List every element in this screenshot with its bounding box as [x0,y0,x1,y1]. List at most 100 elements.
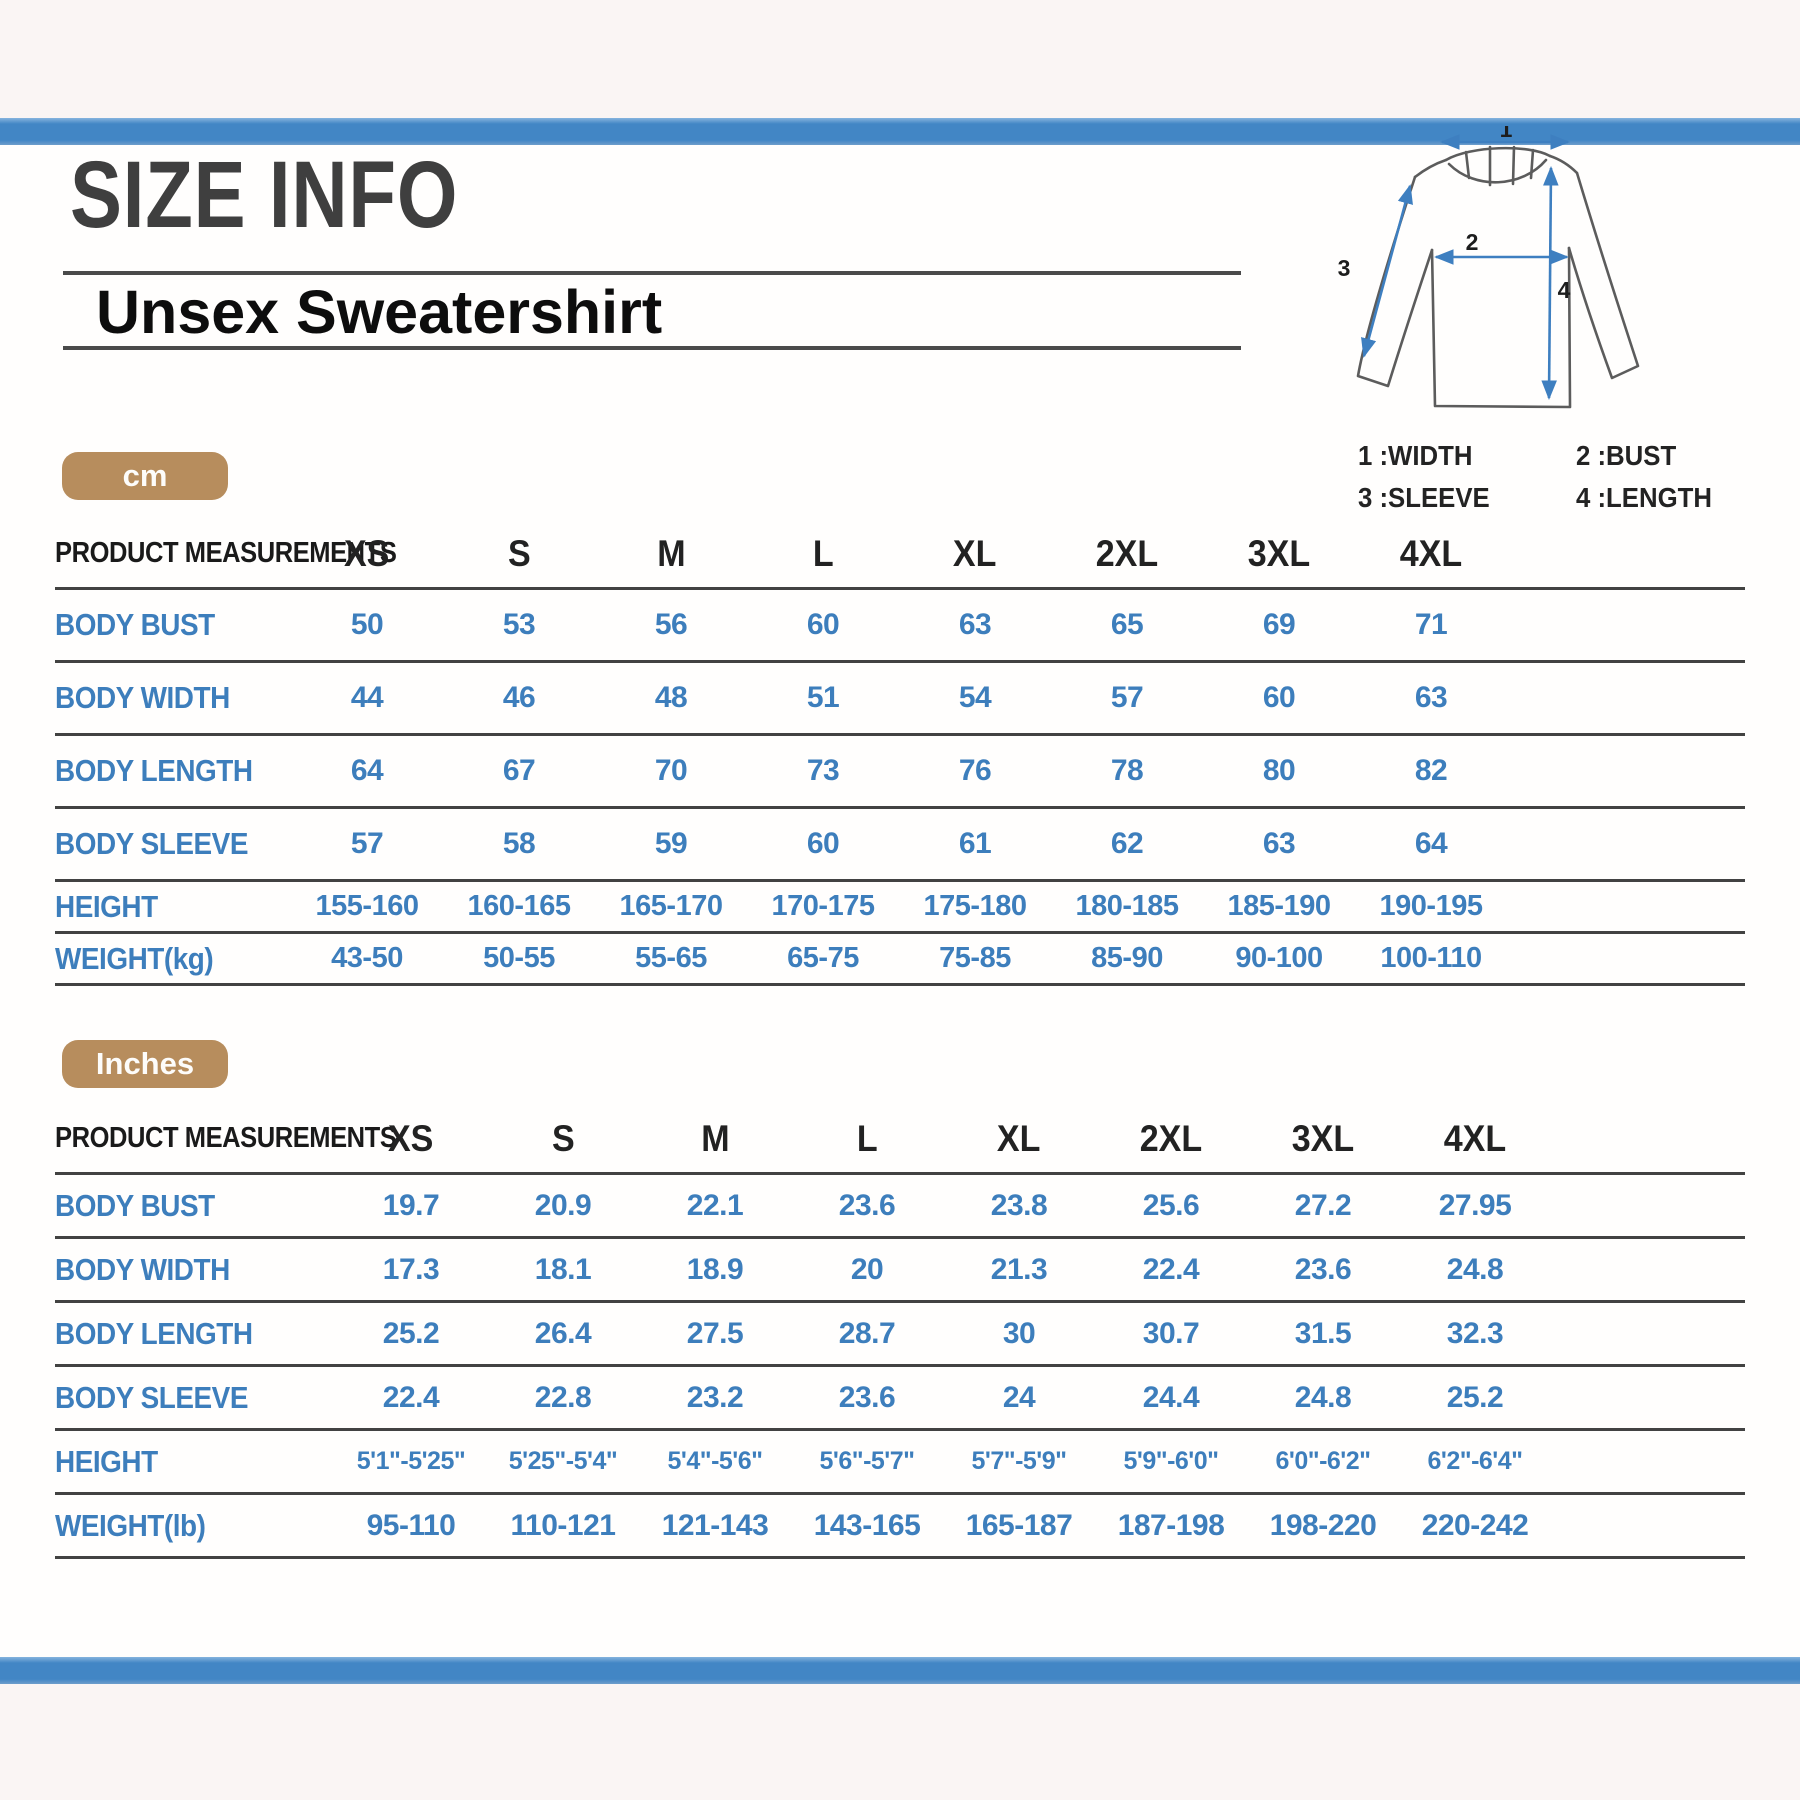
cell-value: 53 [502,608,536,641]
cell-value: 65-75 [787,942,859,974]
cell-value: 59 [654,827,688,860]
spacer [1507,736,1745,806]
legend-length: 4 :LENGTH [1576,482,1712,513]
cell-value: 5'25"-5'4" [508,1447,618,1475]
cell-value: 100-110 [1380,942,1482,974]
column-header-size: 3XL [1247,532,1311,574]
column-header-size: XL [953,532,997,574]
cell-value: 28.7 [838,1316,896,1350]
cell-value: 187-198 [1117,1508,1225,1542]
cell-value: 143-165 [813,1508,921,1542]
column-header-size: XS [344,532,390,574]
spacer [1507,934,1745,983]
cell-value: 58 [502,827,536,860]
table-row: HEIGHT 5'1"-5'25" 5'25"-5'4" 5'4"-5'6" 5'6"-… [55,1431,1745,1495]
cell-value: 110-121 [510,1508,616,1542]
column-header-measurements: PRODUCT MEASUREMENTS [55,537,397,569]
cell-value: 20 [850,1252,884,1286]
cell-value: 80 [1262,754,1296,787]
cell-value: 64 [350,754,384,787]
legend-bust: 2 :BUST [1576,440,1677,471]
table-row: BODY WIDTH 17.3 18.1 18.9 20 21.3 22.4 23.6 24.8 [55,1239,1745,1303]
column-header-size: S [551,1117,575,1159]
diagram-marker-2: 2 [1466,229,1479,255]
cell-value: 67 [502,754,536,787]
cell-value: 23.2 [686,1380,744,1414]
column-header-size: 3XL [1291,1117,1355,1159]
measurement-arrows [1361,134,1570,400]
spacer [1507,590,1745,660]
cell-value: 70 [654,754,688,787]
row-label: HEIGHT [55,888,158,924]
cell-value: 75-85 [939,942,1011,974]
cell-value: 54 [958,681,992,714]
cell-value: 31.5 [1294,1316,1352,1350]
page-title: SIZE INFO [70,142,459,248]
table-row: WEIGHT(kg) 43-50 50-55 55-65 65-75 75-85 85-90… [55,934,1745,986]
cell-value: 50 [350,608,384,641]
diagram-legend: 1 :WIDTH 2 :BUST 3 :SLEEVE 4 :LENGTH [1358,440,1724,514]
cell-value: 73 [806,754,840,787]
column-header-size: M [656,532,686,574]
cell-value: 220-242 [1421,1508,1529,1542]
column-header-size: XS [388,1117,434,1159]
cell-value: 24.4 [1142,1380,1200,1414]
cell-value: 48 [654,681,688,714]
cell-value: 20.9 [534,1188,592,1222]
row-label: WEIGHT(lb) [55,1507,206,1543]
row-label: BODY SLEEVE [55,826,248,861]
cell-value: 78 [1110,754,1144,787]
cell-value: 62 [1110,827,1144,860]
cell-value: 165-187 [965,1508,1073,1542]
cell-value: 24.8 [1446,1252,1504,1286]
cell-value: 18.1 [534,1252,592,1286]
cell-value: 22.1 [686,1188,744,1222]
table-row: BODY SLEEVE 57 58 59 60 61 62 63 64 [55,809,1745,882]
unit-badge-inches: Inches [62,1040,228,1088]
cell-value: 95-110 [366,1508,456,1542]
sleeve-arrow [1361,184,1413,358]
cell-value: 19.7 [382,1188,440,1222]
cell-value: 64 [1414,827,1448,860]
table-header-row: PRODUCT MEASUREMENTS XS S M L XL 2XL 3XL 4XL [55,520,1745,590]
row-label: BODY BUST [55,607,215,642]
cell-value: 24.8 [1294,1380,1352,1414]
cell-value: 27.95 [1438,1188,1512,1222]
table-header-row: PRODUCT MEASUREMENTS XS S M L XL 2XL 3XL 4XL [55,1105,1745,1175]
cell-value: 160-165 [467,890,571,922]
cell-value: 21.3 [990,1252,1048,1286]
column-header-size: L [856,1117,878,1159]
cell-value: 5'1"-5'25" [356,1447,466,1475]
cell-value: 170-175 [771,890,875,922]
table-row: HEIGHT 155-160 160-165 165-170 170-175 175-18… [55,882,1745,934]
spacer [1551,1239,1745,1300]
cell-value: 190-195 [1379,890,1483,922]
cell-value: 24 [1002,1380,1036,1414]
column-header-size: L [812,532,834,574]
cell-value: 69 [1262,608,1296,641]
row-label: BODY SLEEVE [55,1379,248,1415]
cell-value: 60 [806,608,840,641]
cell-value: 82 [1414,754,1448,787]
title-divider-top [63,271,1241,275]
cell-value: 61 [958,827,992,860]
cell-value: 60 [806,827,840,860]
row-label: BODY WIDTH [55,680,230,715]
shirt-outline [1356,145,1640,409]
title-divider-bottom [63,346,1241,350]
cell-value: 27.5 [686,1316,744,1350]
row-label: BODY LENGTH [55,1315,253,1351]
diagram-marker-3: 3 [1338,255,1351,281]
cell-value: 198-220 [1269,1508,1377,1542]
cell-value: 65 [1110,608,1144,641]
spacer [1551,1431,1745,1492]
cell-value: 23.8 [990,1188,1048,1222]
cell-value: 63 [1414,681,1448,714]
row-label: BODY LENGTH [55,753,253,788]
unit-badge-cm: cm [62,452,228,500]
column-header-size: XL [997,1117,1041,1159]
cell-value: 46 [502,681,536,714]
shirt-measurement-diagram: 1 2 3 4 [1338,126,1640,409]
spacer [1507,520,1745,587]
spacer [1551,1367,1745,1428]
